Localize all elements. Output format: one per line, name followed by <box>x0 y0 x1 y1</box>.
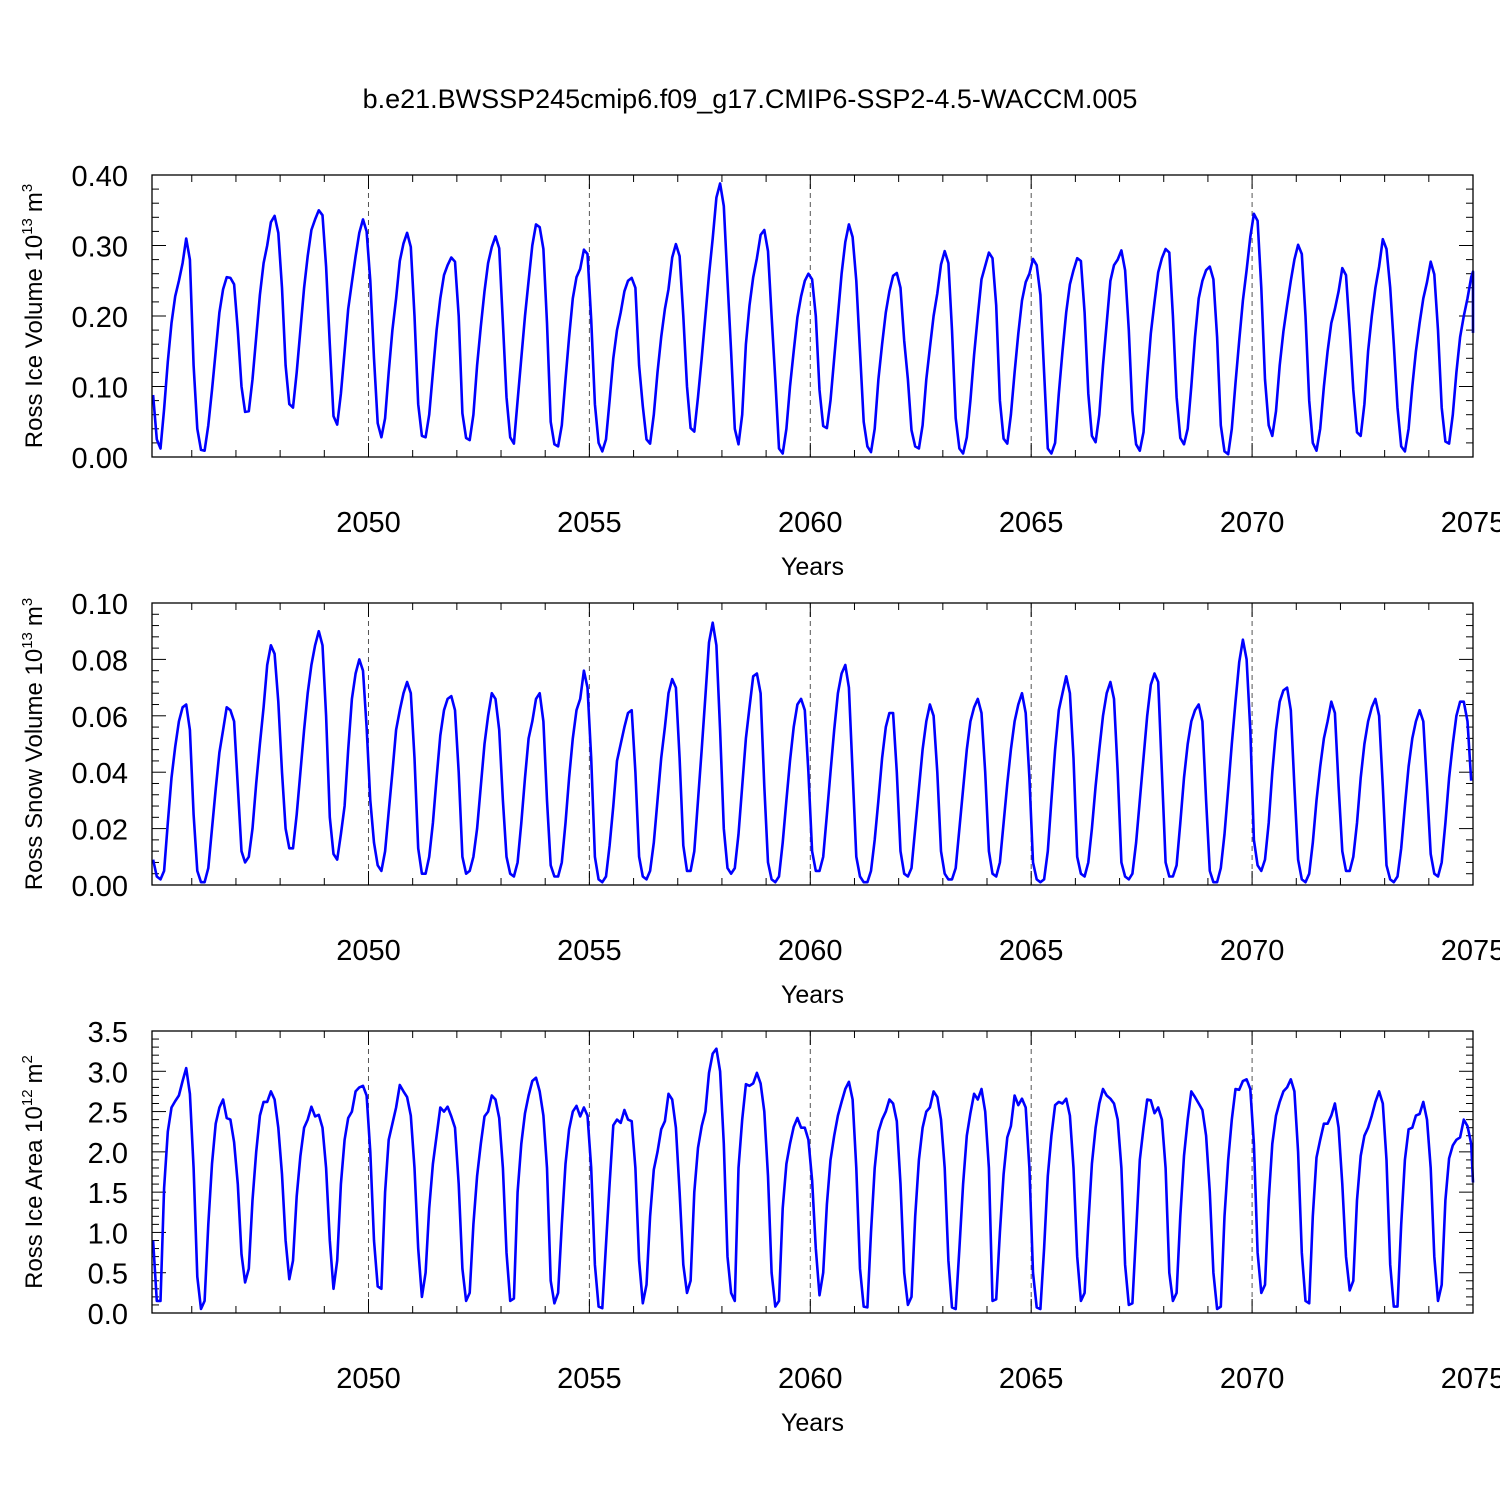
y-axis-label-unit: m <box>21 1063 48 1083</box>
x-tick-label-2060: 2060 <box>778 507 843 539</box>
y-tick-label: 0.00 <box>72 443 128 475</box>
y-axis-label: Ross Snow Volume 1013 m3 <box>19 598 48 891</box>
x-tick-label-2075: 2075 <box>1441 935 1500 967</box>
y-tick-label: 0.06 <box>72 702 128 734</box>
x-axis-label: Years <box>781 981 844 1009</box>
y-tick-label: 1.5 <box>88 1178 128 1210</box>
x-tick-label-2050: 2050 <box>336 507 401 539</box>
panel-ice-area: 0.0 0.5 1.0 1.5 2.0 2.5 3.0 3.5 2050 2055 2060 2065… <box>19 1017 1500 1437</box>
series-line-ross-snow-volume <box>151 621 1473 884</box>
x-tick-label-2055: 2055 <box>557 507 622 539</box>
x-tick-label-2050: 2050 <box>336 935 401 967</box>
y-axis-label-exponent: 13 <box>19 218 36 235</box>
x-axis-label: Years <box>781 553 844 581</box>
y-tick-label: 0.40 <box>72 161 128 193</box>
y-tick-label: 2.0 <box>88 1138 128 1170</box>
x-tick-label-2055: 2055 <box>557 1363 622 1395</box>
series-line-ross-ice-volume <box>151 182 1475 456</box>
y-tick-label: 0.00 <box>72 871 128 903</box>
y-axis-label: Ross Ice Volume 1013 m3 <box>19 184 48 448</box>
x-tick-label-2065: 2065 <box>999 507 1064 539</box>
panel-ice-volume: 0.00 0.10 0.20 0.30 0.40 2050 2055 2060 2065 2070… <box>19 161 1500 581</box>
y-tick-label: 0.02 <box>72 815 128 847</box>
y-axis-label-unit: m <box>21 192 48 212</box>
x-tick-label-2075: 2075 <box>1441 1363 1500 1395</box>
y-tick-label: 0.04 <box>72 758 128 790</box>
y-tick-label: 0.10 <box>72 589 128 621</box>
y-axis-label: Ross Ice Area 1012 m2 <box>19 1055 48 1289</box>
y-axis-label-exponent: 13 <box>19 632 36 649</box>
x-tick-label-2050: 2050 <box>336 1363 401 1395</box>
y-axis-label-text: Ross Snow Volume 10 <box>21 649 48 890</box>
y-axis-label-unit-exponent: 3 <box>19 184 36 192</box>
y-axis-label-exponent: 12 <box>19 1089 36 1106</box>
series-line-ross-ice-area <box>151 1047 1475 1311</box>
x-tick-label-2055: 2055 <box>557 935 622 967</box>
x-tick-label-2070: 2070 <box>1220 507 1285 539</box>
y-tick-label: 0.20 <box>72 302 128 334</box>
x-tick-label-2070: 2070 <box>1220 1363 1285 1395</box>
y-axis-label-text: Ross Ice Area 10 <box>21 1106 48 1289</box>
figure-title: b.e21.BWSSP245cmip6.f09_g17.CMIP6-SSP2-4… <box>362 84 1138 114</box>
x-tick-label-2065: 2065 <box>999 935 1064 967</box>
x-axis-label: Years <box>781 1409 844 1437</box>
x-tick-label-2060: 2060 <box>778 935 843 967</box>
plot-frame <box>151 1030 1474 1314</box>
panel-snow-volume: 0.00 0.02 0.04 0.06 0.08 0.10 2050 2055 2060 2065… <box>19 589 1500 1009</box>
y-tick-label: 0.30 <box>72 232 128 264</box>
y-tick-label: 0.08 <box>72 645 128 677</box>
y-axis-label-unit-exponent: 2 <box>19 1055 36 1063</box>
y-axis-label-unit-exponent: 3 <box>19 598 36 606</box>
x-tick-label-2070: 2070 <box>1220 935 1285 967</box>
y-tick-label: 2.5 <box>88 1098 128 1130</box>
y-axis-label-text: Ross Ice Volume 10 <box>21 235 48 448</box>
x-tick-label-2065: 2065 <box>999 1363 1064 1395</box>
y-tick-label: 0.10 <box>72 373 128 405</box>
plot-frame <box>151 602 1474 886</box>
y-tick-label: 3.5 <box>88 1017 128 1049</box>
y-tick-label: 0.0 <box>88 1299 128 1331</box>
y-axis-label-unit: m <box>21 606 48 626</box>
x-tick-label-2060: 2060 <box>778 1363 843 1395</box>
plot-frame <box>151 174 1474 458</box>
y-tick-label: 3.0 <box>88 1057 128 1089</box>
y-tick-label: 0.5 <box>88 1259 128 1291</box>
y-tick-label: 1.0 <box>88 1218 128 1250</box>
x-tick-label-2075: 2075 <box>1441 507 1500 539</box>
